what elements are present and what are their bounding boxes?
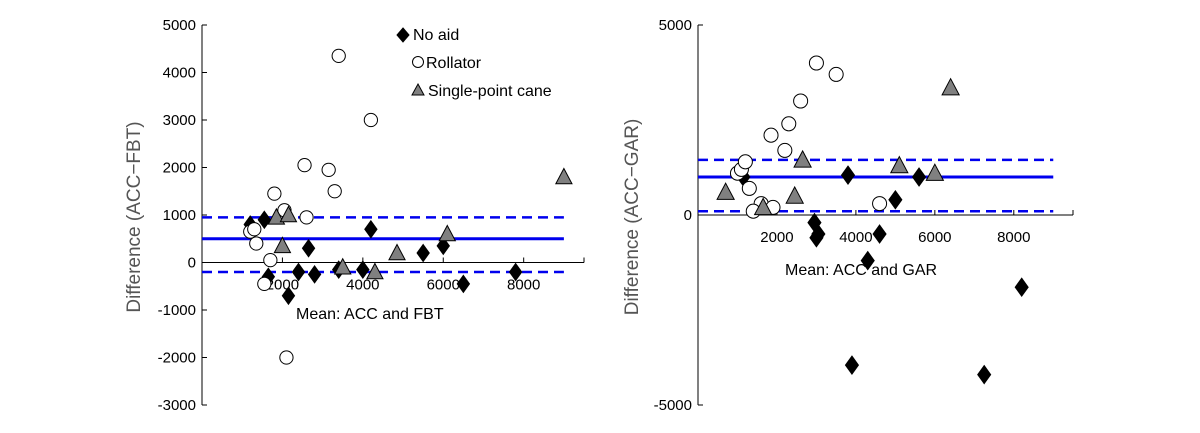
- point-rollator: [777, 142, 793, 158]
- point-single-point-cane: [279, 205, 298, 223]
- point-single-point-cane: [273, 236, 292, 254]
- point-rollator: [781, 116, 797, 132]
- point-rollator: [263, 252, 278, 268]
- legend-circle-icon: [412, 56, 424, 68]
- point-no-aid: [364, 219, 378, 239]
- y-axis-label-right: Difference (ACC−GAR): [622, 119, 643, 316]
- y-tick-label-left: 1000: [163, 207, 196, 224]
- point-single-point-cane: [941, 77, 961, 96]
- point-rollator: [763, 127, 779, 143]
- point-no-aid: [456, 274, 471, 294]
- point-rollator: [247, 222, 262, 237]
- x-tick-label-left: 6000: [427, 277, 460, 294]
- point-no-aid: [1014, 277, 1029, 298]
- y-tick-label-left: -3000: [158, 397, 196, 414]
- legend-label-rollator: Rollator: [426, 55, 482, 72]
- y-tick-label-right: 5000: [659, 17, 692, 34]
- legend: No aid Rollator Single-point cane: [396, 27, 552, 100]
- point-rollator: [321, 162, 336, 178]
- chart-panel-right: -5000 0 5000 2000 4000 6000 8000 Mean: ACC and…: [622, 17, 1074, 414]
- y-tick-label-right: 0: [684, 207, 692, 224]
- point-single-point-cane: [366, 262, 384, 280]
- point-no-aid: [356, 260, 370, 279]
- x-tick-label-left: 4000: [346, 277, 379, 294]
- plot-area-right: -5000 0 5000 2000 4000 6000 8000: [654, 17, 1074, 414]
- y-tick-label-left: 2000: [163, 160, 196, 177]
- y-tick-label-left: 5000: [163, 17, 196, 34]
- point-rollator: [249, 236, 264, 251]
- x-tick-label-left: 2000: [266, 277, 299, 294]
- point-rollator: [793, 93, 809, 109]
- point-no-aid: [844, 355, 860, 375]
- point-single-point-cane: [438, 224, 457, 242]
- y-tick-label-right: -5000: [654, 397, 692, 414]
- point-no-aid: [872, 224, 887, 244]
- point-single-point-cane: [333, 257, 352, 275]
- point-no-aid: [911, 167, 927, 187]
- point-no-aid: [307, 265, 322, 284]
- point-no-aid: [508, 262, 523, 282]
- point-single-point-cane: [388, 243, 406, 261]
- point-single-point-cane: [793, 149, 812, 168]
- point-no-aid: [281, 286, 296, 306]
- point-rollator: [808, 55, 824, 71]
- point-rollator: [737, 154, 753, 170]
- point-no-aid: [301, 238, 316, 258]
- point-rollator: [267, 186, 282, 201]
- point-rollator: [299, 210, 314, 225]
- point-single-point-cane: [753, 197, 773, 216]
- point-rollator: [257, 276, 272, 292]
- x-tick-label-right: 2000: [760, 229, 793, 246]
- legend-item-single-point-cane: Single-point cane: [411, 82, 552, 100]
- point-single-point-cane: [267, 207, 286, 225]
- legend-item-no-aid: No aid: [396, 27, 459, 44]
- x-tick-label-left: 8000: [507, 277, 540, 294]
- y-axis-label-left: Difference (ACC−FBT): [124, 121, 145, 312]
- point-no-aid: [416, 243, 430, 263]
- point-no-aid: [977, 364, 992, 385]
- y-tick-label-left: -2000: [158, 350, 196, 367]
- x-axis-label-left: Mean: ACC and FBT: [296, 306, 444, 323]
- point-rollator: [279, 350, 294, 365]
- point-no-aid: [811, 224, 826, 244]
- point-rollator: [331, 48, 346, 64]
- x-tick-label-right: 4000: [839, 229, 872, 246]
- y-tick-label-left: 0: [188, 255, 196, 272]
- point-rollator: [741, 180, 757, 196]
- legend-diamond-icon: [396, 27, 410, 43]
- point-single-point-cane: [889, 155, 909, 174]
- legend-triangle-icon: [411, 82, 425, 96]
- plot-area-left: -3000 -2000 -1000 0 1000 2000 3000 4000 5000 2000…: [158, 17, 585, 414]
- point-rollator: [297, 157, 312, 173]
- point-rollator: [327, 184, 342, 199]
- point-rollator: [872, 196, 888, 212]
- y-tick-label-left: 3000: [163, 112, 196, 129]
- point-single-point-cane: [554, 167, 573, 185]
- point-single-point-cane: [925, 163, 945, 181]
- y-tick-label-left: 4000: [163, 65, 196, 82]
- legend-label-no-aid: No aid: [413, 27, 459, 44]
- point-no-aid: [888, 189, 903, 210]
- point-single-point-cane: [716, 182, 736, 200]
- x-tick-label-right: 8000: [997, 229, 1030, 246]
- y-tick-label-left: -1000: [158, 302, 196, 319]
- point-no-aid: [860, 250, 875, 271]
- x-tick-label-right: 6000: [918, 229, 951, 246]
- legend-label-single-point-cane: Single-point cane: [428, 83, 552, 100]
- point-no-aid: [840, 165, 856, 185]
- point-no-aid: [436, 236, 450, 256]
- x-axis-label-right: Mean: ACC and GAR: [785, 262, 937, 279]
- point-no-aid: [257, 210, 272, 230]
- point-rollator: [828, 66, 844, 82]
- legend-item-rollator: Rollator: [412, 55, 482, 72]
- point-rollator: [363, 112, 379, 128]
- chart-panel-left: -3000 -2000 -1000 0 1000 2000 3000 4000 5000 2000…: [124, 17, 585, 414]
- point-single-point-cane: [785, 185, 805, 204]
- point-no-aid: [291, 262, 306, 282]
